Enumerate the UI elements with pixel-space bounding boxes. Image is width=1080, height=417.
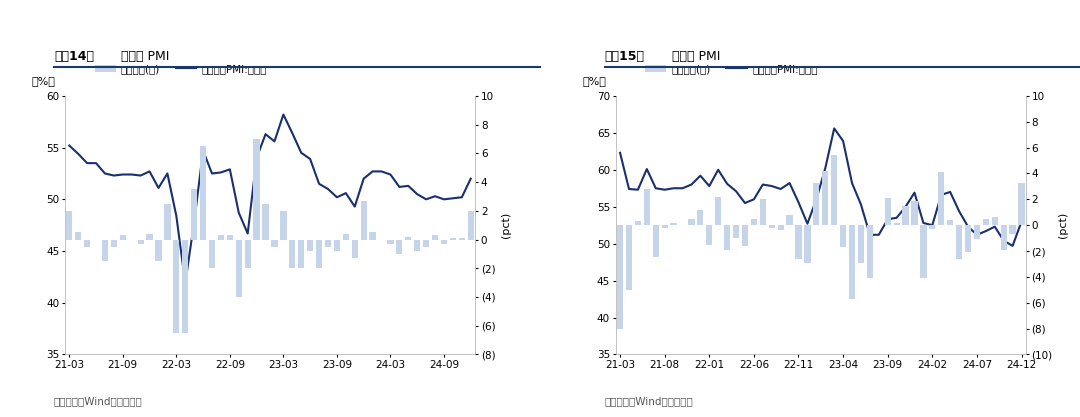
Bar [414, 239, 420, 251]
Bar [76, 232, 81, 239]
Bar [742, 225, 748, 246]
Legend: 环比增减(右), 非制造业PMI:建筑业: 环比增减(右), 非制造业PMI:建筑业 [642, 60, 822, 78]
Bar [307, 239, 313, 251]
Text: 服务业 PMI: 服务业 PMI [113, 50, 170, 63]
Bar [912, 201, 918, 225]
Bar [939, 172, 944, 225]
Bar [102, 239, 108, 261]
Bar [805, 225, 810, 263]
Bar [893, 223, 900, 225]
Bar [786, 215, 793, 225]
Bar [929, 225, 935, 229]
Bar [156, 239, 162, 261]
Bar [724, 225, 730, 250]
Bar [867, 225, 873, 278]
Bar [432, 235, 438, 239]
Bar [271, 239, 278, 247]
Bar [983, 219, 989, 225]
Bar [120, 235, 126, 239]
Bar [1010, 225, 1015, 234]
Bar [991, 217, 998, 225]
Bar [405, 237, 411, 239]
Y-axis label: (pct): (pct) [1058, 212, 1068, 238]
Bar [778, 225, 784, 230]
Bar [617, 225, 623, 329]
Bar [849, 225, 855, 299]
Bar [832, 156, 837, 225]
Bar [235, 239, 242, 297]
Bar [840, 225, 847, 247]
Bar [111, 239, 117, 247]
Text: 建筑业 PMI: 建筑业 PMI [664, 50, 720, 63]
Bar [468, 211, 474, 239]
Bar [227, 235, 233, 239]
Bar [698, 210, 703, 225]
Bar [644, 189, 650, 225]
Bar [652, 225, 659, 258]
Bar [396, 239, 403, 254]
Bar [281, 211, 286, 239]
Bar [956, 225, 962, 259]
Text: （%）: （%） [32, 75, 56, 85]
Bar [262, 203, 269, 239]
Bar [361, 201, 367, 239]
Bar [352, 239, 357, 258]
Bar [369, 232, 376, 239]
Bar [208, 239, 215, 268]
Bar [164, 203, 171, 239]
Bar [66, 211, 72, 239]
Bar [903, 206, 908, 225]
Text: 图表14：: 图表14： [54, 50, 94, 63]
Bar [298, 239, 305, 268]
Bar [751, 219, 757, 225]
Text: 资料来源：Wind，华泰研究: 资料来源：Wind，华泰研究 [54, 397, 143, 407]
Bar [1000, 225, 1007, 250]
Bar [974, 225, 980, 239]
Bar [795, 225, 801, 259]
Bar [289, 239, 296, 268]
Bar [200, 146, 206, 239]
Bar [813, 183, 820, 225]
Bar [759, 199, 766, 225]
Bar [441, 239, 447, 244]
Bar [715, 197, 721, 225]
Bar [822, 171, 828, 225]
Bar [423, 239, 429, 247]
Bar [316, 239, 322, 268]
Bar [325, 239, 332, 247]
Bar [635, 221, 642, 225]
Text: （%）: （%） [583, 75, 607, 85]
Bar [449, 238, 456, 239]
Legend: 环比增减(右), 非制造业PMI:服务业: 环比增减(右), 非制造业PMI:服务业 [91, 60, 271, 78]
Bar [459, 238, 464, 239]
Bar [858, 225, 864, 263]
Bar [84, 239, 91, 247]
Bar [173, 239, 179, 333]
Bar [191, 189, 198, 239]
Bar [769, 225, 774, 228]
Bar [706, 225, 713, 244]
Bar [137, 239, 144, 244]
Bar [920, 225, 927, 278]
Y-axis label: (pct): (pct) [501, 212, 511, 238]
Bar [334, 239, 340, 251]
Bar [625, 225, 632, 290]
Bar [947, 220, 954, 225]
Bar [964, 225, 971, 252]
Bar [183, 239, 188, 333]
Bar [388, 239, 393, 244]
Text: 图表15：: 图表15： [605, 50, 645, 63]
Bar [688, 219, 694, 225]
Bar [662, 225, 667, 228]
Bar [218, 235, 224, 239]
Bar [342, 234, 349, 239]
Bar [885, 198, 891, 225]
Bar [733, 225, 739, 238]
Bar [671, 223, 677, 225]
Bar [244, 239, 251, 268]
Bar [254, 139, 259, 239]
Text: 资料来源：Wind，华泰研究: 资料来源：Wind，华泰研究 [605, 397, 693, 407]
Bar [1018, 183, 1025, 225]
Bar [147, 234, 152, 239]
